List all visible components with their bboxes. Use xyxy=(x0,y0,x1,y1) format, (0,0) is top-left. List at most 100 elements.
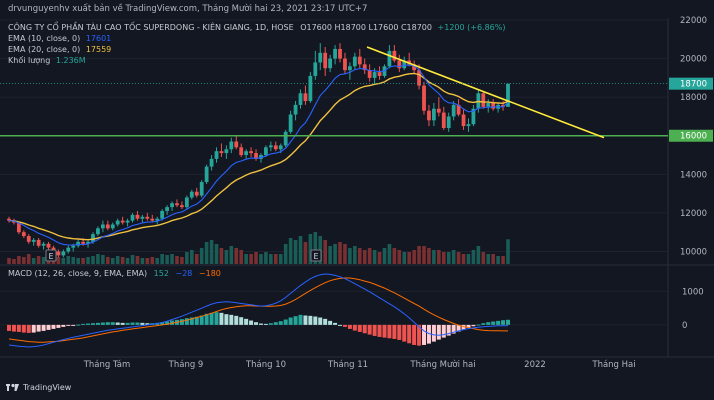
candle-body xyxy=(298,93,303,105)
candle xyxy=(481,91,486,109)
macd-hist-bar xyxy=(273,322,278,325)
volume-bar xyxy=(432,250,436,264)
macd-hist-bar xyxy=(26,324,31,333)
drawn-lines[interactable] xyxy=(0,46,668,139)
macd-hist-bar xyxy=(16,324,21,332)
ohlc-values: O17600 H18700 L17600 C18700 xyxy=(300,23,432,32)
candle-body xyxy=(46,243,51,248)
candle xyxy=(194,187,199,198)
symbol-row[interactable]: CÔNG TY CỔ PHẦN TÀU CAO TỐC SUPERDONG - … xyxy=(8,22,506,33)
candle xyxy=(249,147,253,157)
time-tick-label: Tháng Hai xyxy=(591,360,635,370)
volume-bar xyxy=(120,257,125,264)
candle-body xyxy=(308,75,313,102)
volume-bar xyxy=(486,254,491,264)
ema10-row[interactable]: EMA (10, close, 0) 17601 xyxy=(8,33,506,44)
volume-value: 1.236M xyxy=(55,56,86,65)
volume-bar xyxy=(427,248,431,264)
macd-hist-value: 152 xyxy=(153,269,169,278)
macd-hist-bar xyxy=(199,315,204,325)
support-price-badge xyxy=(669,129,713,142)
candle xyxy=(293,101,298,121)
candle xyxy=(303,85,308,105)
candle-body xyxy=(150,218,155,221)
volume-bar xyxy=(264,252,268,264)
volume-row[interactable]: Khối lượng 1.236M xyxy=(8,55,506,66)
candle xyxy=(427,104,431,127)
volume-bar xyxy=(185,252,189,264)
volume-bar xyxy=(491,254,495,264)
price-axis[interactable]: 2200020000180001600014000120001000010000… xyxy=(669,16,713,331)
volume-bar xyxy=(283,244,288,264)
candle xyxy=(184,195,189,210)
macd-hist-bar xyxy=(471,324,476,327)
candle xyxy=(100,220,105,233)
earnings-marker: E xyxy=(310,249,322,262)
candle-body xyxy=(66,247,71,252)
candle xyxy=(96,226,100,237)
volume-bar xyxy=(17,256,21,264)
macd-hist-bar xyxy=(362,324,367,334)
candle xyxy=(16,222,21,235)
macd-hist-bar xyxy=(56,324,61,328)
footer-brand[interactable]: TradingView xyxy=(6,382,71,392)
macd-hist-bar xyxy=(110,322,115,325)
volume-bar xyxy=(110,258,115,264)
price-tick-label: 18000 xyxy=(680,93,707,103)
volume-bar xyxy=(135,256,140,264)
volume-bar xyxy=(293,240,298,264)
candle xyxy=(21,230,26,238)
macd-hist-bar xyxy=(258,323,263,325)
macd-hist-bar xyxy=(387,324,392,339)
macd-hist-bar xyxy=(81,323,86,325)
candle-body xyxy=(135,214,140,219)
volume-bar xyxy=(387,244,392,264)
macd-hist-bar xyxy=(402,324,407,342)
volume-bar xyxy=(244,254,248,264)
candlesticks[interactable] xyxy=(7,43,510,258)
macd-hist-bar xyxy=(357,324,362,332)
macd-hist-bar xyxy=(100,322,105,325)
macd-hist-bar xyxy=(328,320,333,325)
macd-hist-bar xyxy=(426,324,431,344)
macd-hist-bar xyxy=(244,318,249,325)
macd-legend[interactable]: MACD (12, 26, close, 9, EMA, EMA) 152 −2… xyxy=(8,269,221,278)
candle xyxy=(204,164,209,184)
earnings-marker-label: E xyxy=(313,252,318,261)
volume-bar xyxy=(392,248,397,264)
candle-body xyxy=(367,70,372,78)
macd-hist-bar xyxy=(179,319,184,325)
candle xyxy=(209,155,214,171)
publisher-line: drvunguyenhv xuất bản về TradingView.com… xyxy=(8,4,368,14)
volume-bar xyxy=(328,246,332,264)
volume-bar xyxy=(496,256,500,264)
macd-hist-bar xyxy=(342,324,347,327)
macd-hist-bar xyxy=(377,324,382,337)
macd-hist-bar xyxy=(456,324,461,332)
volume-bar xyxy=(76,258,80,264)
macd-line-value: −28 xyxy=(175,269,193,278)
candle xyxy=(451,101,456,121)
macd-hist-bar xyxy=(249,320,254,325)
last-price-badge xyxy=(669,77,713,90)
macd-hist-bar xyxy=(86,323,91,325)
candle-body xyxy=(31,239,36,242)
volume-bar xyxy=(333,244,337,264)
macd-pane xyxy=(7,273,510,348)
candle xyxy=(471,104,476,127)
candle-body xyxy=(392,50,397,61)
candle-body xyxy=(100,224,105,229)
volume-bar xyxy=(407,252,411,264)
macd-hist-bar xyxy=(125,322,130,325)
candle xyxy=(308,72,313,103)
macd-hist-bar xyxy=(392,324,397,339)
ema20-row[interactable]: EMA (20, close, 0) 17559 xyxy=(8,44,506,55)
volume-bar xyxy=(209,240,214,264)
candle-body xyxy=(283,131,288,146)
time-axis[interactable]: Tháng Tám Tháng 9 Tháng 10 Tháng 11 Tháng Mư… xyxy=(45,249,636,370)
candle xyxy=(422,81,426,115)
volume-bar xyxy=(446,252,451,264)
price-tick-label: 20000 xyxy=(680,55,707,65)
